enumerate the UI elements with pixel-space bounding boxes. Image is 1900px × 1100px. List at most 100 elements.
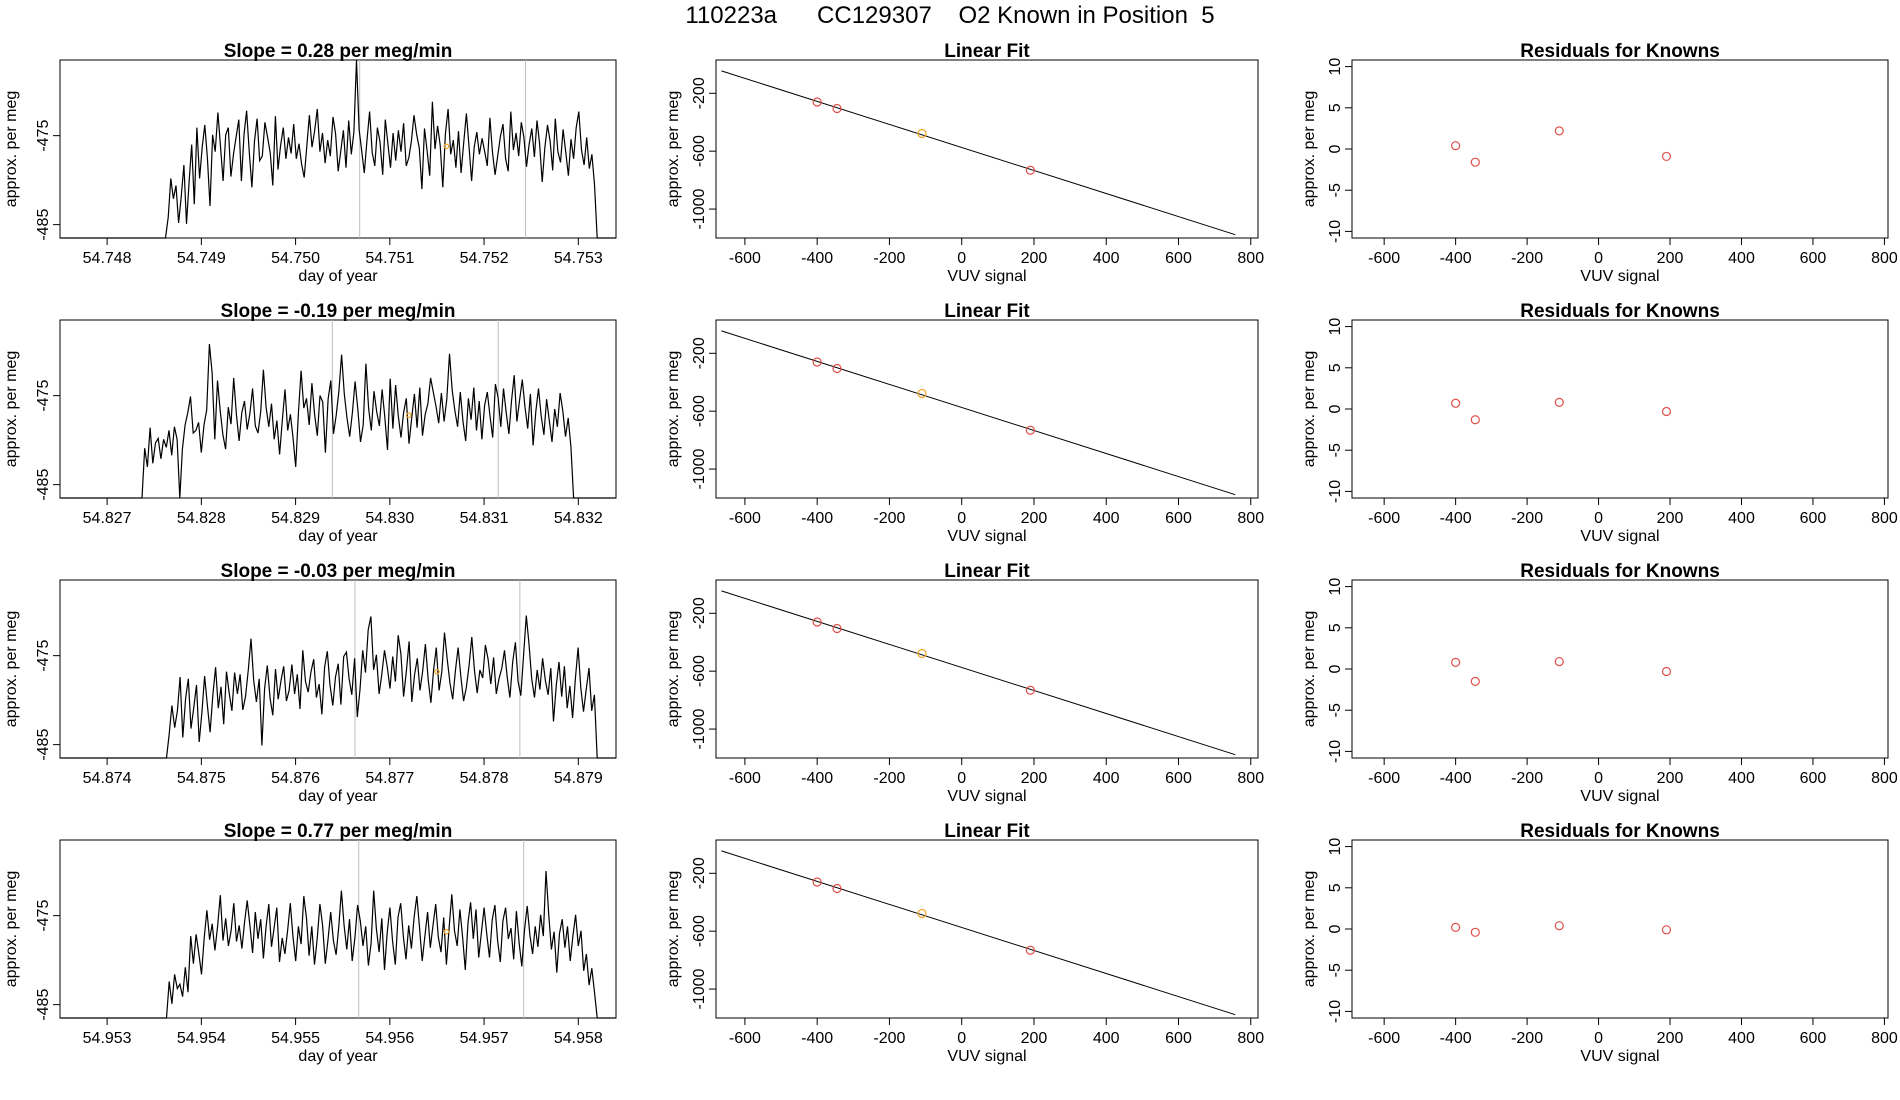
y-tick-label: -5	[1327, 963, 1344, 977]
y-tick-label: 0	[1327, 924, 1344, 933]
x-tick-label: 800	[1871, 1030, 1898, 1047]
y-tick-label: -1000	[691, 968, 708, 1009]
plot-title: Slope = 0.28 per meg/min	[224, 41, 453, 62]
y-tick-label: 5	[1327, 103, 1344, 112]
y-tick-label: -600	[691, 915, 708, 947]
y-tick-label: -475	[35, 640, 52, 672]
residual-point	[1554, 126, 1564, 136]
x-tick-label: 0	[1594, 510, 1603, 527]
x-tick-label: 54.879	[554, 770, 603, 787]
fit-line	[721, 70, 1236, 236]
residual-point	[1470, 676, 1480, 686]
fit-panel-row-1: Linear Fit -600 -400 -200 0 200 400 600 800 -200 -…	[665, 41, 1264, 285]
data-line	[60, 871, 616, 1019]
x-axis-label: VUV signal	[1580, 528, 1659, 545]
x-tick-label: -600	[729, 1030, 761, 1047]
fit-panel-row-2: Linear Fit -600 -400 -200 0 200 400 600 800 -200 -…	[665, 301, 1264, 545]
x-tick-label: 54.954	[177, 1030, 226, 1047]
plot-title: Linear Fit	[944, 41, 1030, 62]
known-point	[812, 97, 822, 107]
y-tick-label: -10	[1327, 220, 1344, 243]
y-axis-label: approx. per meg	[3, 351, 20, 468]
y-tick-label: -600	[691, 395, 708, 427]
x-axis-label: VUV signal	[1580, 788, 1659, 805]
x-tick-label: 400	[1093, 510, 1120, 527]
x-tick-label: 200	[1021, 1030, 1048, 1047]
residual-point	[1554, 656, 1564, 667]
x-tick-label: -200	[873, 250, 905, 267]
y-axis-label: approx. per meg	[3, 871, 20, 988]
x-tick-label: -200	[873, 510, 905, 527]
x-tick-label: -400	[801, 250, 833, 267]
residual-point	[1470, 415, 1480, 425]
plot-frame	[715, 59, 1259, 239]
x-tick-label: 54.753	[554, 250, 603, 267]
y-tick-label: 0	[1327, 404, 1344, 413]
residuals-panel-row-3: Residuals for Knowns -600 -400 -200 0 200 400 6…	[1301, 561, 1898, 805]
y-tick-label: -10	[1327, 480, 1344, 503]
residual-point	[1451, 657, 1461, 668]
residuals-panel-row-1: Residuals for Knowns -600 -400 -200 0 200 400 6…	[1301, 41, 1898, 285]
x-tick-label: -200	[1511, 1030, 1543, 1047]
sample-point	[917, 388, 927, 399]
y-tick-label: 10	[1327, 58, 1344, 76]
residuals-panel-row-4: Residuals for Knowns -600 -400 -200 0 200 400 6…	[1301, 821, 1898, 1065]
x-axis-label: VUV signal	[947, 1048, 1026, 1065]
x-tick-label: -600	[1368, 1030, 1400, 1047]
known-point	[1025, 165, 1035, 175]
known-point	[832, 883, 842, 894]
x-tick-label: 600	[1800, 250, 1827, 267]
x-tick-label: -600	[729, 510, 761, 527]
residual-point	[1470, 927, 1480, 937]
x-tick-label: 54.957	[460, 1030, 509, 1047]
x-tick-label: 200	[1021, 770, 1048, 787]
plot-title: Residuals for Knowns	[1520, 301, 1720, 322]
known-point	[812, 617, 822, 627]
x-tick-label: 54.878	[460, 770, 509, 787]
data-line	[60, 615, 616, 759]
y-tick-label: 10	[1327, 578, 1344, 596]
plot-frame	[59, 59, 617, 239]
y-tick-label: -5	[1327, 443, 1344, 457]
x-axis-label: VUV signal	[1580, 268, 1659, 285]
x-tick-label: -400	[801, 1030, 833, 1047]
x-axis-label: day of year	[298, 1048, 378, 1065]
y-tick-label: -200	[691, 337, 708, 369]
x-tick-label: 200	[1657, 770, 1684, 787]
plot-title: Slope = -0.03 per meg/min	[221, 561, 456, 582]
x-tick-label: -400	[801, 510, 833, 527]
y-axis-label: approx. per meg	[1301, 611, 1318, 728]
x-tick-label: 600	[1165, 770, 1192, 787]
x-tick-label: 800	[1237, 510, 1264, 527]
y-tick-label: -1000	[691, 448, 708, 489]
x-tick-label: 0	[1594, 770, 1603, 787]
x-tick-label: 0	[957, 250, 966, 267]
y-tick-label: 10	[1327, 318, 1344, 336]
plot-frame	[59, 839, 617, 1019]
x-tick-label: 54.752	[460, 250, 509, 267]
known-point	[832, 103, 842, 114]
plot-frame	[715, 839, 1259, 1019]
x-tick-label: 54.827	[83, 510, 132, 527]
y-axis-label: approx. per meg	[3, 611, 20, 728]
y-tick-label: 5	[1327, 883, 1344, 892]
x-tick-label: 54.748	[83, 250, 132, 267]
y-tick-label: 10	[1327, 838, 1344, 856]
y-axis-label: approx. per meg	[1301, 351, 1318, 468]
x-tick-label: 600	[1800, 770, 1827, 787]
x-axis-label: VUV signal	[947, 788, 1026, 805]
plot-frame	[1351, 59, 1889, 239]
known-point	[832, 623, 842, 634]
x-tick-label: 200	[1657, 510, 1684, 527]
y-tick-label: 0	[1327, 144, 1344, 153]
sample-point	[917, 648, 927, 659]
plot-frame	[1351, 319, 1889, 499]
x-axis-label: VUV signal	[947, 268, 1026, 285]
x-tick-label: 600	[1165, 1030, 1192, 1047]
plot-title: Residuals for Knowns	[1520, 41, 1720, 62]
y-tick-label: -600	[691, 135, 708, 167]
timeseries-panel-row-3: Slope = -0.03 per meg/min 54.874 54.875 54.…	[3, 561, 617, 805]
x-tick-label: 54.953	[83, 1030, 132, 1047]
x-tick-label: -200	[873, 770, 905, 787]
residual-point	[1661, 151, 1672, 162]
